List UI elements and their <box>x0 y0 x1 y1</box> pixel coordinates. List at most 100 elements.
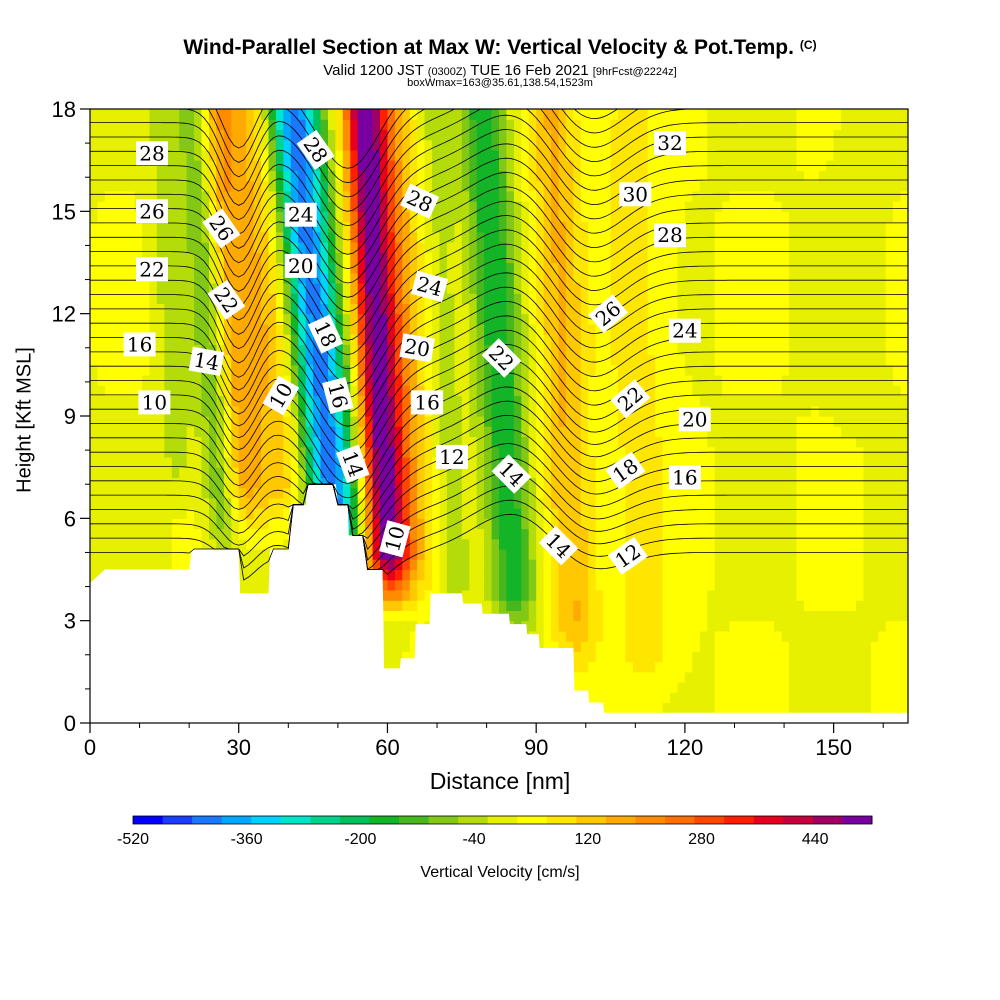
velocity-cell <box>127 354 136 366</box>
velocity-cell <box>194 313 203 325</box>
velocity-cell <box>588 590 597 601</box>
velocity-cell <box>223 242 232 253</box>
velocity-cell <box>424 416 433 427</box>
velocity-cell <box>246 334 255 345</box>
velocity-cell <box>692 170 701 182</box>
velocity-cell <box>521 405 530 417</box>
velocity-cell <box>119 129 128 141</box>
velocity-cell <box>632 610 641 622</box>
velocity-cell <box>142 538 151 550</box>
velocity-cell <box>699 590 708 601</box>
velocity-cell <box>424 538 433 550</box>
velocity-cell <box>528 119 537 130</box>
velocity-cell <box>536 610 545 622</box>
velocity-cell <box>521 538 530 550</box>
velocity-cell <box>275 528 284 540</box>
velocity-cell <box>134 528 143 540</box>
velocity-cell <box>417 262 426 274</box>
velocity-cell <box>119 180 128 192</box>
velocity-cell <box>513 160 522 171</box>
velocity-cell <box>677 119 686 130</box>
velocity-cell <box>313 467 322 478</box>
velocity-cell <box>253 303 262 315</box>
velocity-cell <box>290 375 299 386</box>
velocity-cell <box>372 293 381 304</box>
velocity-cell <box>223 262 232 274</box>
velocity-cell <box>684 190 693 202</box>
velocity-cell <box>156 477 165 489</box>
velocity-cell <box>253 221 262 233</box>
velocity-cell <box>647 160 656 171</box>
velocity-cell <box>394 149 403 161</box>
velocity-cell <box>446 170 455 182</box>
velocity-cell <box>573 170 582 182</box>
velocity-cell <box>253 375 262 386</box>
velocity-cell <box>164 129 173 141</box>
velocity-cell <box>454 497 463 509</box>
velocity-cell <box>365 559 374 571</box>
velocity-cell <box>446 436 455 448</box>
velocity-cell <box>231 364 240 376</box>
valid-date: TUE 16 Feb 2021 <box>470 62 589 79</box>
velocity-cell <box>335 221 344 233</box>
velocity-cell <box>573 242 582 253</box>
velocity-cell <box>335 129 344 141</box>
velocity-cell <box>580 149 589 161</box>
velocity-cell <box>209 149 217 161</box>
velocity-cell <box>618 334 626 345</box>
velocity-cell <box>640 487 649 499</box>
velocity-cell <box>692 620 701 632</box>
velocity-cell <box>328 416 336 427</box>
velocity-cell <box>558 201 567 212</box>
velocity-cell <box>446 375 455 386</box>
velocity-cell <box>655 344 664 356</box>
velocity-cell <box>565 528 574 540</box>
velocity-cell <box>357 139 366 151</box>
velocity-cell <box>692 456 701 468</box>
velocity-cell <box>238 508 247 519</box>
velocity-cell <box>454 201 463 212</box>
velocity-cell <box>394 242 403 253</box>
velocity-cell <box>194 518 203 530</box>
velocity-cell <box>558 211 567 223</box>
velocity-cell <box>328 426 336 437</box>
velocity-cell <box>506 313 515 325</box>
velocity-cell <box>521 344 530 356</box>
velocity-cell <box>127 242 136 253</box>
velocity-cell <box>261 456 269 468</box>
velocity-cell <box>647 590 656 601</box>
velocity-cell <box>90 416 98 427</box>
velocity-cell <box>647 416 656 427</box>
velocity-cell <box>365 109 374 120</box>
velocity-cell <box>223 477 232 489</box>
velocity-cell <box>134 242 143 253</box>
velocity-cell <box>551 242 560 253</box>
velocity-cell <box>298 375 307 386</box>
velocity-cell <box>513 456 522 468</box>
velocity-cell <box>625 620 634 632</box>
velocity-cell <box>186 416 195 427</box>
velocity-cell <box>565 620 574 632</box>
velocity-cell <box>506 559 515 571</box>
velocity-cell <box>119 149 128 161</box>
velocity-cell <box>491 477 500 489</box>
velocity-cell <box>573 641 582 652</box>
velocity-cell <box>588 190 597 202</box>
velocity-cell <box>521 109 530 120</box>
velocity-cell <box>186 293 195 304</box>
velocity-cell <box>506 242 515 253</box>
velocity-cell <box>305 170 314 182</box>
velocity-cell <box>350 354 359 366</box>
velocity-cell <box>595 231 604 243</box>
velocity-cell <box>231 375 240 386</box>
velocity-cell <box>357 508 366 519</box>
velocity-cell <box>446 283 455 294</box>
velocity-cell <box>506 385 515 397</box>
velocity-cell <box>469 416 478 427</box>
velocity-cell <box>588 579 597 591</box>
velocity-cell <box>394 323 403 335</box>
velocity-cell <box>625 170 634 182</box>
velocity-cell <box>171 364 180 376</box>
velocity-cell <box>238 242 247 253</box>
velocity-cell <box>647 385 656 397</box>
